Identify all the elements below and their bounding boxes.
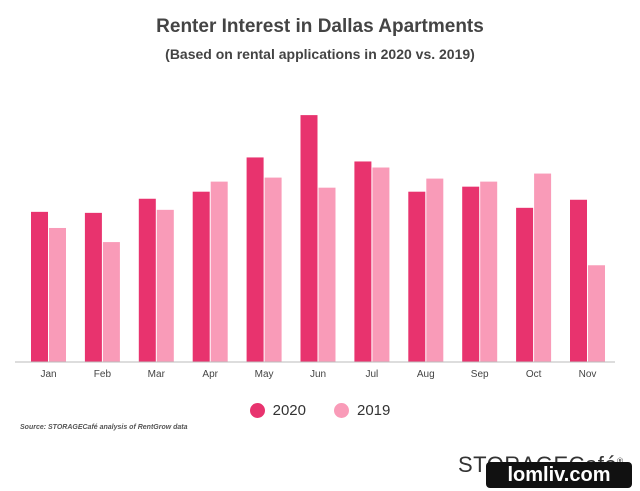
bar-2019-sep [480,181,498,362]
bar-2020-mar [138,198,156,362]
bar-2019-jul [372,167,390,362]
x-tick-label-aug: Aug [417,369,435,380]
bar-2020-oct [516,207,534,362]
bar-2019-feb [102,242,120,362]
x-tick-label-mar: Mar [148,369,166,380]
bar-2020-jun [300,115,318,362]
x-tick-label-jul: Jul [366,369,379,380]
x-tick-label-sep: Sep [471,369,489,380]
bar-2020-feb [84,212,102,362]
x-tick-label-oct: Oct [526,369,542,380]
bar-2019-jun [318,187,336,362]
x-tick-label-may: May [255,369,274,380]
x-tick-label-feb: Feb [94,369,112,380]
x-tick-label-jun: Jun [310,369,326,380]
bar-2019-mar [156,209,174,362]
legend-swatch-2019 [334,403,349,418]
bar-2019-oct [534,173,552,362]
bar-2020-nov [570,199,587,362]
chart-title: Renter Interest in Dallas Apartments [156,16,484,37]
legend-swatch-2020 [249,403,265,418]
bar-2019-may [264,177,282,362]
legend-item-2019: 2019 [334,402,390,419]
chart-subtitle: (Based on rental applications in 2020 vs… [165,46,475,62]
bar-2019-nov [588,265,605,362]
x-tick-label-nov: Nov [579,369,597,380]
brand-registered-mark: ® [617,457,623,466]
bar-2020-apr [192,191,210,362]
legend-label-2020: 2020 [272,402,306,419]
bar-2020-jan [31,211,48,362]
bar-2019-jan [49,227,66,362]
bar-chart: Jan Feb Mar Apr May Jun Jul Aug Sep Oct Nov [15,115,615,380]
watermark: lomliv.com [486,462,632,488]
bar-2020-jul [354,161,372,362]
bar-2020-aug [408,191,426,362]
x-tick-label-apr: Apr [202,369,218,380]
bar-2020-may [246,157,264,362]
source-note: Source: STORAGECafé analysis of RentGrow… [20,424,188,431]
legend-item-2020: 2020 [249,402,306,419]
legend: 2020 2019 [0,402,640,419]
legend-label-2019: 2019 [357,402,391,419]
bar-2019-apr [210,181,228,362]
bar-2019-aug [426,178,444,362]
x-tick-label-jan: Jan [40,369,56,380]
bar-2020-sep [462,186,480,362]
